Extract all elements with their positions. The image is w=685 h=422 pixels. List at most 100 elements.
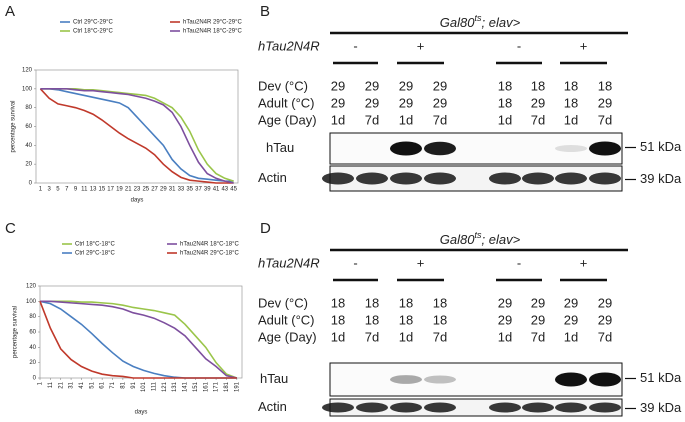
x-tick-label: 51 — [89, 381, 95, 388]
lane-value: 18 — [433, 295, 447, 310]
lane-value: 1d — [331, 329, 345, 344]
y-tick-label: 80 — [25, 105, 32, 111]
band — [390, 375, 422, 384]
lane-value: 7d — [531, 329, 545, 344]
y-tick-label: 120 — [22, 68, 33, 74]
band-label: Actin — [258, 170, 287, 185]
y-tick-label: 40 — [25, 143, 32, 149]
lane-value: 18 — [564, 95, 578, 110]
lane-value: 7d — [365, 112, 379, 127]
transgene-state: - — [353, 38, 357, 53]
lane-value: 29 — [598, 295, 612, 310]
genotype: Gal80ts; elav> — [440, 13, 521, 30]
band — [322, 172, 354, 185]
y-axis-label: percentage survival — [13, 306, 19, 358]
x-tick-label: 91 — [131, 381, 137, 388]
lane-value: 29 — [598, 312, 612, 327]
legend-label: hTau2N4R 29°C-18°C — [180, 251, 239, 257]
lane-value: 29 — [365, 78, 379, 93]
y-tick-label: 60 — [25, 124, 32, 130]
panel-label: B — [260, 3, 270, 20]
y-tick-label: 60 — [29, 330, 36, 336]
marker-label: 51 kDa — [640, 139, 682, 154]
x-tick-label: 1 — [38, 381, 44, 385]
lane-value: 18 — [331, 312, 345, 327]
band — [390, 141, 422, 156]
band — [424, 172, 456, 185]
x-tick-label: 39 — [204, 187, 211, 193]
lane-value: 18 — [531, 78, 545, 93]
lane-value: 18 — [331, 295, 345, 310]
band — [424, 141, 456, 156]
transgene-state: - — [353, 255, 357, 270]
lane-value: 29 — [331, 95, 345, 110]
band — [555, 145, 587, 152]
x-tick-label: 27 — [151, 187, 158, 193]
lane-value: 7d — [433, 112, 447, 127]
band — [424, 402, 456, 413]
panel-label: A — [5, 3, 15, 20]
marker-label: 51 kDa — [640, 370, 682, 385]
legend-label: Ctrl 18°C-29°C — [73, 29, 113, 35]
plot-frame — [35, 69, 239, 184]
x-tick-label: 43 — [221, 187, 228, 193]
lane-value: 29 — [498, 312, 512, 327]
y-tick-label: 100 — [22, 86, 33, 92]
lane-value: 18 — [598, 78, 612, 93]
y-tick-label: 100 — [26, 299, 37, 305]
x-tick-label: 33 — [178, 187, 185, 193]
lane-value: 18 — [399, 295, 413, 310]
lane-value: 29 — [331, 78, 345, 93]
x-tick-label: 35 — [186, 187, 193, 193]
lane-value: 1d — [564, 112, 578, 127]
x-tick-label: 181 — [224, 381, 230, 392]
x-tick-label: 191 — [234, 381, 240, 392]
lane-value: 29 — [531, 95, 545, 110]
x-tick-label: 7 — [65, 187, 69, 193]
series-line — [40, 300, 237, 379]
x-tick-label: 111 — [152, 381, 158, 391]
x-tick-label: 13 — [90, 187, 97, 193]
lane-value: 1d — [331, 112, 345, 127]
lane-value: 1d — [498, 329, 512, 344]
legend-label: hTau2N4R 18°C-18°C — [180, 242, 239, 248]
genotype-name: Gal80 — [440, 15, 475, 30]
transgene-state: + — [580, 38, 588, 53]
series-line — [40, 88, 234, 184]
blot-membrane — [329, 132, 623, 165]
lane-value: 29 — [433, 78, 447, 93]
lane-value: 1d — [399, 112, 413, 127]
y-tick-label: 120 — [26, 284, 37, 290]
y-tick-label: 0 — [33, 376, 37, 382]
x-tick-label: 61 — [100, 381, 106, 388]
lane-value: 7d — [598, 329, 612, 344]
x-tick-label: 25 — [142, 187, 149, 193]
x-tick-label: 21 — [125, 187, 132, 193]
genotype-superscript: ts — [475, 230, 483, 240]
genotype: Gal80ts; elav> — [440, 230, 521, 247]
transgene-state: + — [417, 38, 425, 53]
y-tick-label: 20 — [25, 162, 32, 168]
band — [589, 172, 621, 185]
genotype-name: Gal80 — [440, 232, 475, 247]
x-tick-label: 151 — [193, 381, 199, 392]
legend-label: Ctrl 18°C-18°C — [75, 242, 115, 248]
legend-label: Ctrl 29°C-29°C — [73, 20, 113, 26]
y-axis-label: percentage survival — [11, 100, 17, 152]
genotype-driver: ; elav> — [482, 15, 521, 30]
lane-value: 29 — [399, 78, 413, 93]
legend-label: hTau2N4R 29°C-29°C — [183, 20, 242, 26]
lane-value: 18 — [399, 312, 413, 327]
lane-value: 18 — [365, 312, 379, 327]
series-line — [40, 300, 238, 379]
y-tick-label: 80 — [29, 314, 36, 320]
x-tick-label: 161 — [203, 381, 209, 392]
x-tick-label: 41 — [79, 381, 85, 388]
marker-label: 39 kDa — [640, 400, 682, 415]
x-tick-label: 31 — [69, 381, 75, 388]
lane-value: 29 — [498, 295, 512, 310]
legend-label: hTau2N4R 18°C-29°C — [183, 29, 242, 35]
series-line — [40, 88, 234, 182]
x-tick-label: 29 — [160, 187, 167, 193]
x-tick-label: 17 — [107, 187, 114, 193]
